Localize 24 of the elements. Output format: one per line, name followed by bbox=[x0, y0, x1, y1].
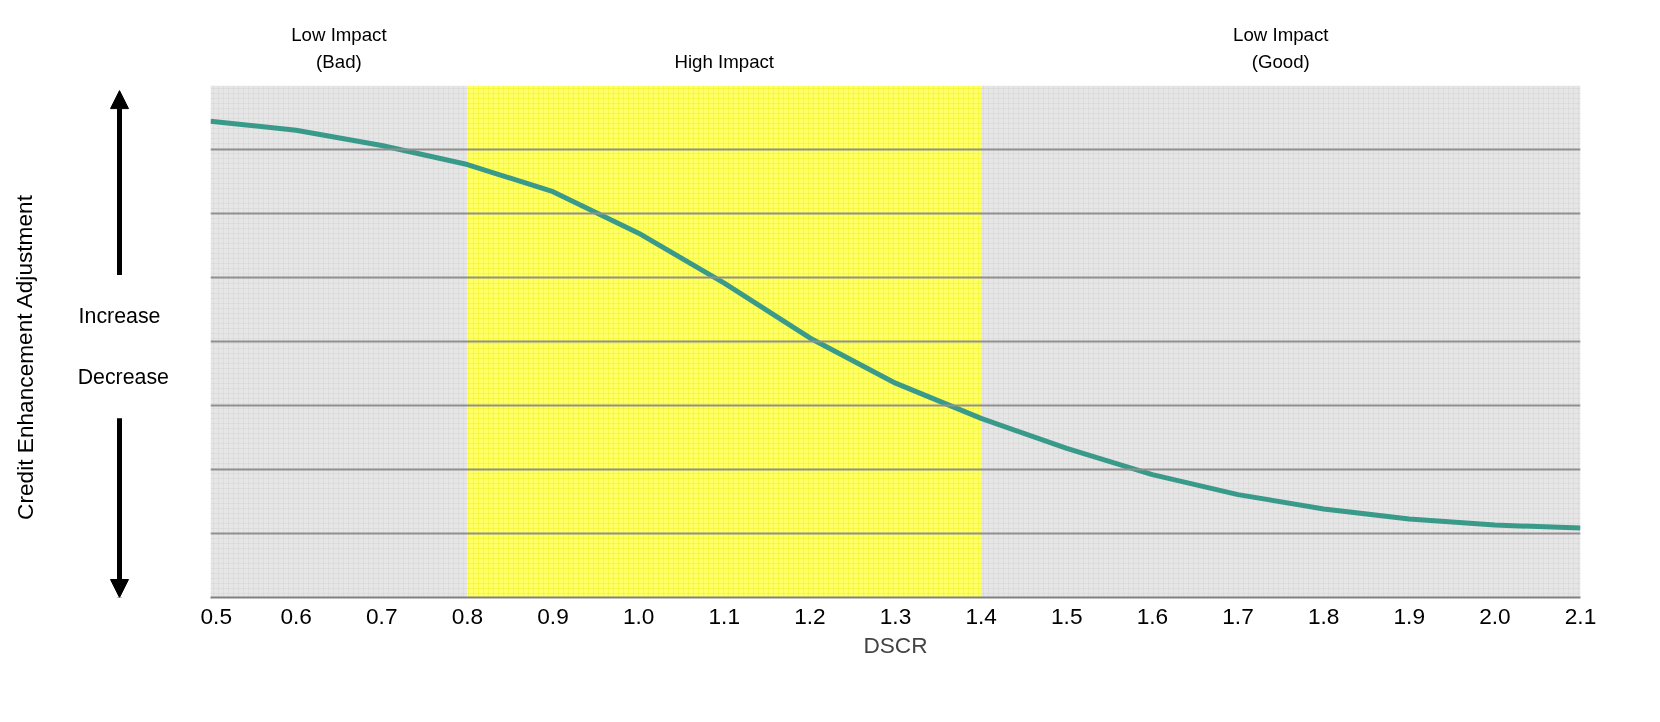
x-tick-label: 1.7 bbox=[1222, 602, 1254, 629]
x-tick-label: 1.8 bbox=[1307, 602, 1340, 629]
x-tick-label: 0.6 bbox=[280, 602, 312, 629]
x-tick-label: 1.1 bbox=[708, 602, 740, 629]
band-label: Low Impact (Good) bbox=[1233, 23, 1330, 72]
x-tick-label: 1.9 bbox=[1393, 602, 1425, 629]
x-tick-label: 0.9 bbox=[537, 602, 569, 629]
band-label: High Impact bbox=[674, 51, 775, 72]
x-tick-label: 1.4 bbox=[965, 602, 997, 629]
x-axis-title: DSCR bbox=[863, 631, 928, 658]
x-tick-label: 0.8 bbox=[451, 602, 484, 629]
x-tick-label: 1.3 bbox=[879, 602, 912, 629]
x-tick-label: 1.6 bbox=[1136, 602, 1169, 629]
x-tick-label: 2.0 bbox=[1479, 602, 1511, 629]
x-tick-label: 1.0 bbox=[622, 602, 655, 629]
x-tick-label: 1.5 bbox=[1051, 602, 1083, 629]
x-tick-label: 1.2 bbox=[794, 602, 826, 629]
text: Credit Enhancement Adjustment bbox=[11, 194, 38, 520]
x-tick-label: 0.5 bbox=[200, 602, 232, 629]
x-tick-label: 0.7 bbox=[366, 602, 398, 629]
text: Increase bbox=[78, 303, 161, 328]
band-label: Low Impact (Bad) bbox=[291, 23, 388, 72]
x-tick-label: 2.1 bbox=[1564, 602, 1597, 629]
text: Decrease bbox=[77, 365, 169, 390]
